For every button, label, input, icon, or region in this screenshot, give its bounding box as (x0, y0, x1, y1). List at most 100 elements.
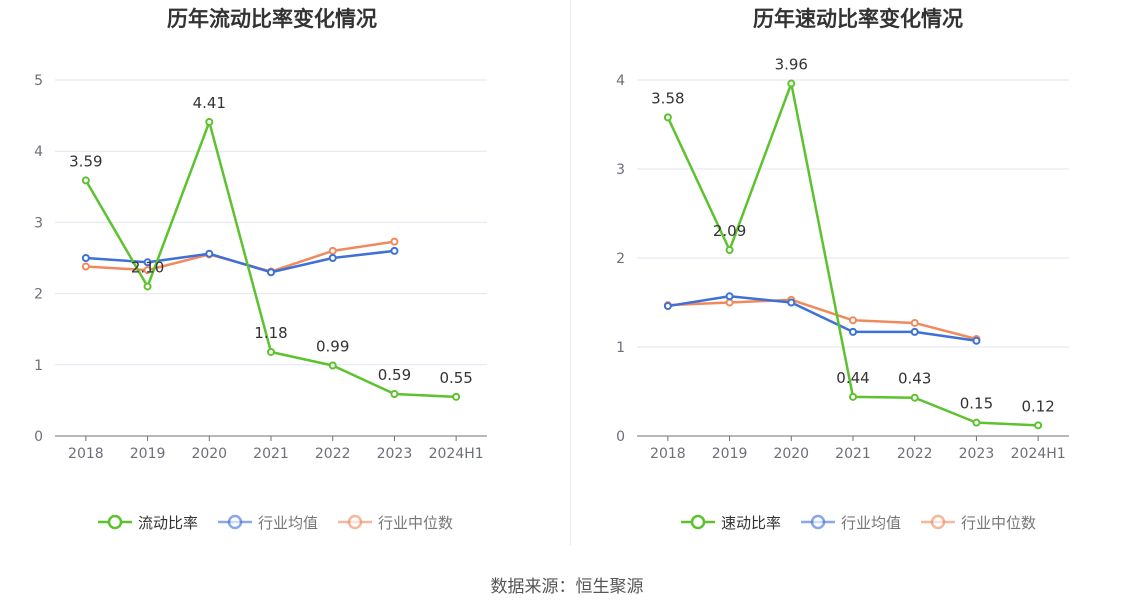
y-tick-label: 2 (34, 287, 43, 303)
series-line-2 (667, 298, 977, 341)
legend-swatch-marker (227, 514, 243, 530)
data-point (81, 176, 90, 185)
y-tick-label: 5 (34, 73, 43, 89)
data-label: 3.58 (651, 89, 684, 107)
data-point (1034, 421, 1043, 430)
y-tick-label: 4 (34, 144, 43, 160)
y-tick-label: 2 (616, 251, 625, 267)
legend-swatch-marker (347, 514, 363, 530)
data-point (972, 336, 981, 345)
x-tick-label: 2022 (315, 446, 351, 462)
data-point (725, 245, 734, 254)
data-point (725, 298, 734, 307)
data-label: 0.15 (960, 395, 993, 413)
data-point (910, 393, 919, 402)
legend-item: 行业均值 (801, 514, 901, 532)
series-line-1 (667, 295, 977, 343)
legend-label: 行业均值 (258, 514, 318, 532)
legend-swatch-marker (810, 514, 826, 530)
data-label: 0.99 (316, 338, 349, 356)
data-point (910, 318, 919, 327)
legend-label: 行业中位数 (961, 514, 1036, 532)
x-tick-label: 2023 (377, 446, 413, 462)
y-tick-label: 3 (616, 162, 625, 178)
legend-item: 速动比率 (681, 514, 781, 532)
y-tick-label: 1 (34, 358, 43, 374)
panel-divider (570, 0, 571, 545)
x-tick-label: 2024H1 (1011, 446, 1066, 462)
x-tick-label: 2019 (712, 446, 748, 462)
x-tick-label: 2021 (253, 446, 289, 462)
legend-item: 行业中位数 (338, 514, 453, 532)
y-tick-label: 0 (616, 429, 625, 445)
data-point (205, 118, 214, 127)
legend-item: 行业均值 (218, 514, 318, 532)
x-tick-label: 2019 (130, 446, 166, 462)
data-point (328, 361, 337, 370)
data-label: 0.44 (836, 369, 869, 387)
data-point (663, 302, 672, 311)
legend-label: 流动比率 (138, 514, 198, 532)
data-point (267, 268, 275, 277)
x-tick-label: 2022 (897, 446, 933, 462)
data-point (81, 262, 90, 271)
data-point (390, 389, 399, 398)
current-ratio-chart: 历年流动比率变化情况 0 1 2 3 4 5 2018 2019 2020 2021 2022 2023… (34, 7, 487, 532)
data-point (390, 246, 399, 255)
legend-label: 速动比率 (721, 514, 781, 532)
x-tick-label: 2018 (650, 446, 686, 462)
data-point (452, 392, 461, 401)
legend-swatch-marker (930, 514, 946, 530)
data-point (143, 282, 152, 291)
quick-ratio-chart: 历年速动比率变化情况 0 1 2 3 4 2018 2019 2020 2021 2022 2023 2… (616, 7, 1069, 532)
series-line-1 (85, 249, 395, 274)
y-tick-label: 1 (616, 340, 625, 356)
data-point (390, 237, 399, 246)
data-point (663, 113, 672, 122)
legend-label: 行业均值 (841, 514, 901, 532)
data-point (787, 298, 796, 307)
legend-swatch-marker (690, 514, 706, 530)
data-label: 0.43 (898, 370, 931, 388)
y-tick-label: 3 (34, 215, 43, 231)
data-point (205, 249, 214, 258)
data-point (143, 258, 152, 267)
data-point (849, 327, 857, 336)
data-point (849, 392, 857, 401)
data-point (328, 246, 337, 255)
x-tick-label: 2020 (773, 446, 809, 462)
data-source-note: 数据来源：恒生聚源 (490, 577, 644, 597)
legend-item: 流动比率 (98, 514, 198, 532)
data-label: 0.55 (439, 369, 472, 387)
data-point (725, 292, 734, 301)
x-tick-label: 2024H1 (429, 446, 484, 462)
data-label: 0.12 (1021, 397, 1054, 415)
chart-title: 历年流动比率变化情况 (167, 7, 377, 31)
data-point (328, 254, 337, 262)
legend-swatch-marker (107, 514, 123, 530)
chart-title: 历年速动比率变化情况 (753, 7, 963, 31)
x-tick-label: 2020 (191, 446, 227, 462)
data-point (787, 79, 796, 88)
y-tick-label: 0 (34, 429, 43, 445)
data-label: 3.59 (69, 152, 102, 170)
data-label: 1.18 (254, 324, 287, 342)
legend-label: 行业中位数 (378, 514, 453, 532)
y-tick-label: 4 (616, 73, 625, 89)
data-point (972, 418, 981, 427)
data-point (910, 327, 919, 336)
data-point (143, 266, 152, 275)
data-label: 2.10 (131, 258, 164, 276)
data-point (849, 316, 857, 325)
data-point (81, 254, 90, 262)
data-label: 2.09 (713, 222, 746, 240)
data-point (267, 347, 275, 356)
x-tick-label: 2023 (959, 446, 995, 462)
x-tick-label: 2021 (835, 446, 871, 462)
data-label: 0.59 (378, 366, 411, 384)
legend-item: 行业中位数 (921, 514, 1036, 532)
data-label: 4.41 (193, 94, 226, 112)
x-tick-label: 2018 (68, 446, 104, 462)
data-label: 3.96 (775, 56, 808, 74)
